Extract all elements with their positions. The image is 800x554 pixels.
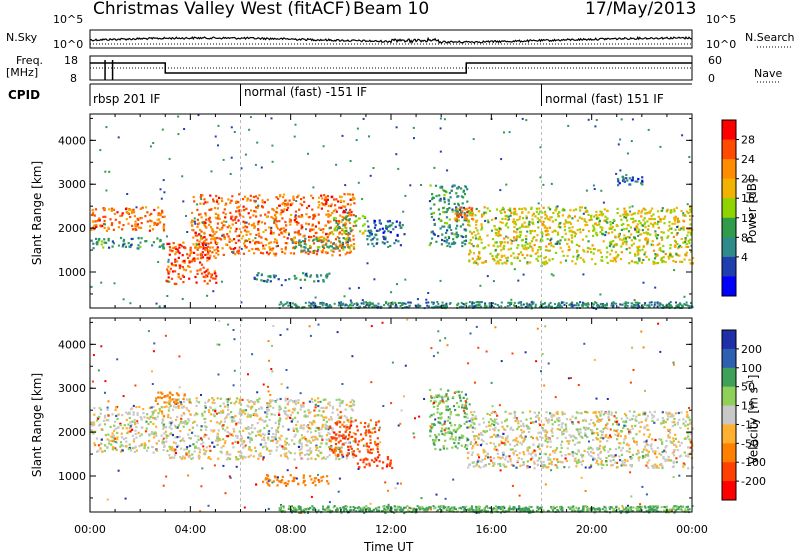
cpid-segment-2: normal (fast) -151 IF — [244, 85, 368, 99]
colorbar-segment — [722, 178, 736, 199]
nsearch-tick-bottom: 10^0 — [706, 38, 736, 51]
y-tick-label: 1000 — [58, 266, 86, 279]
colorbar-segment — [722, 330, 736, 350]
colorbar-tick-label: -15 — [741, 418, 759, 431]
cpid-segment-3: normal (fast) 151 IF — [545, 92, 664, 106]
colorbar-segment — [722, 424, 736, 444]
x-tick-label: 08:00 — [275, 523, 307, 536]
power-panel: 1000 2000 3000 4000 28 24 20 16 12 8 4 — [58, 113, 755, 310]
nave-tick-top: 60 — [708, 54, 722, 67]
colorbar-tick-label: -200 — [741, 475, 766, 488]
nave-label: Nave — [754, 67, 783, 80]
y-tick-label: 3000 — [58, 178, 86, 191]
y-tick-label: 2000 — [58, 426, 86, 439]
colorbar-tick-label: 100 — [741, 362, 762, 375]
colorbar-segment — [722, 367, 736, 388]
colorbar-tick-label: 15 — [741, 400, 755, 413]
freq-tick-bottom: 8 — [70, 72, 77, 85]
date-label: 17/May/2013 — [585, 0, 697, 19]
x-tick-label: 12:00 — [375, 523, 407, 536]
x-tick-label: 16:00 — [475, 523, 507, 536]
freq-unit-label: [MHz] — [6, 66, 39, 79]
colorbar-segment — [722, 386, 736, 407]
cpid-label: CPID — [8, 88, 41, 102]
beam-label: Beam 10 — [353, 0, 430, 19]
colorbar-segment — [722, 462, 736, 482]
power-echo-cells — [90, 114, 695, 310]
y-tick-label: 4000 — [58, 338, 86, 351]
colorbar-segment — [722, 237, 736, 258]
power-colorbar: 28 24 20 16 12 8 4 — [721, 119, 755, 297]
colorbar-segment — [722, 443, 736, 463]
colorbar-segment — [722, 139, 736, 160]
freq-trace — [90, 62, 692, 74]
x-tick-label: 04:00 — [174, 523, 206, 536]
colorbar-segment — [722, 256, 736, 277]
colorbar-frame — [721, 329, 737, 501]
velocity-colorbar: 200 100 50 15 -15 -50 -100 -200 — [721, 329, 766, 501]
x-tick-label: 00:00 — [74, 523, 106, 536]
cpid-segment-1: rbsp 201 IF — [93, 92, 161, 106]
colorbar-tick-label: 50 — [741, 381, 755, 394]
y-tick-label: 2000 — [58, 222, 86, 235]
nsky-tick-top: 10^5 — [53, 13, 83, 26]
colorbar-segment — [722, 120, 736, 141]
colorbar-tick-label: 8 — [741, 231, 748, 244]
colorbar-tick-label: 4 — [741, 251, 748, 264]
velocity-echo-cells — [90, 318, 694, 515]
nsearch-label: N.Search — [745, 31, 795, 44]
colorbar-tick-label: -100 — [741, 456, 766, 469]
nave-tick-bottom: 0 — [708, 72, 715, 85]
nsky-trace — [89, 36, 693, 44]
nsearch-tick-top: 10^5 — [706, 13, 736, 26]
y-tick-label: 4000 — [58, 134, 86, 147]
colorbar-tick-label: -50 — [741, 437, 759, 450]
freq-tick-top: 18 — [64, 54, 78, 67]
colorbar-tick-label: 12 — [741, 212, 755, 225]
colorbar-segment — [722, 276, 736, 297]
velocity-panel-frame — [89, 317, 693, 513]
colorbar-segment — [722, 217, 736, 238]
nsky-tick-bottom: 10^0 — [53, 38, 83, 51]
freq-label: Freq. — [16, 54, 44, 67]
colorbar-segment — [722, 198, 736, 219]
colorbar-frame — [721, 119, 737, 297]
x-axis-label: Time UT — [364, 540, 414, 554]
colorbar-segment — [722, 159, 736, 180]
colorbar-segment — [722, 481, 736, 501]
y-tick-label: 1000 — [58, 470, 86, 483]
colorbar-tick-label: 28 — [741, 134, 755, 147]
station-title: Christmas Valley West (fitACF) — [93, 0, 352, 19]
nsky-label: N.Sky — [6, 31, 38, 44]
colorbar-tick-label: 16 — [741, 192, 755, 205]
colorbar-segment — [722, 348, 736, 369]
x-tick-label: 20:00 — [576, 523, 608, 536]
velocity-panel: 1000 2000 3000 4000 200 100 50 15 -15 -50 -100 -200 — [58, 317, 766, 515]
colorbar-tick-label: 24 — [741, 153, 755, 166]
y-tick-label: 3000 — [58, 382, 86, 395]
colorbar-tick-label: 200 — [741, 343, 762, 356]
colorbar-segment — [722, 405, 736, 425]
x-tick-label: 00:00 — [676, 523, 708, 536]
colorbar-tick-label: 20 — [741, 173, 755, 186]
